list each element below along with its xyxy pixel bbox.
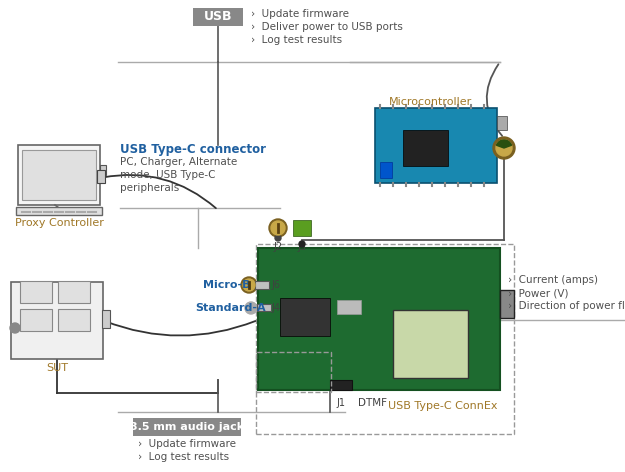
Circle shape <box>299 241 305 247</box>
Text: DTMF: DTMF <box>358 398 387 408</box>
FancyBboxPatch shape <box>58 281 90 303</box>
Text: ›  Current (amps): › Current (amps) <box>508 275 598 285</box>
Circle shape <box>271 221 285 235</box>
FancyBboxPatch shape <box>58 309 90 331</box>
FancyBboxPatch shape <box>20 281 52 303</box>
FancyBboxPatch shape <box>500 290 514 318</box>
FancyBboxPatch shape <box>380 162 392 178</box>
Text: ›  Power (V): › Power (V) <box>508 288 569 298</box>
FancyBboxPatch shape <box>257 304 271 311</box>
Text: SUT: SUT <box>46 363 68 373</box>
Text: ›  Direction of power flow: › Direction of power flow <box>508 301 625 311</box>
FancyBboxPatch shape <box>330 380 352 390</box>
FancyBboxPatch shape <box>497 116 507 130</box>
FancyBboxPatch shape <box>375 108 497 183</box>
FancyBboxPatch shape <box>11 282 103 359</box>
Text: USB Type-C connector: USB Type-C connector <box>120 143 266 156</box>
Text: Microcontroller: Microcontroller <box>389 97 472 107</box>
Text: J6: J6 <box>271 280 280 290</box>
FancyBboxPatch shape <box>16 207 102 215</box>
FancyBboxPatch shape <box>102 310 110 328</box>
Circle shape <box>10 323 20 333</box>
FancyBboxPatch shape <box>255 281 269 289</box>
Text: PC, Charger, Alternate
mode, USB Type-C
peripherals: PC, Charger, Alternate mode, USB Type-C … <box>120 157 238 194</box>
FancyBboxPatch shape <box>293 220 311 236</box>
Text: USB: USB <box>204 10 232 24</box>
Text: ›  Deliver power to USB ports: › Deliver power to USB ports <box>251 22 403 32</box>
FancyBboxPatch shape <box>97 170 105 183</box>
FancyBboxPatch shape <box>18 145 100 205</box>
Circle shape <box>243 279 255 291</box>
Wedge shape <box>496 140 511 148</box>
FancyBboxPatch shape <box>20 309 52 331</box>
Circle shape <box>496 140 512 156</box>
FancyBboxPatch shape <box>133 418 241 436</box>
Text: J4: J4 <box>271 303 280 313</box>
Text: USB Type-C ConnEx: USB Type-C ConnEx <box>389 401 498 411</box>
FancyBboxPatch shape <box>393 310 468 378</box>
Text: ›  Update firmware: › Update firmware <box>138 439 236 449</box>
Circle shape <box>493 137 515 159</box>
FancyBboxPatch shape <box>193 8 243 26</box>
Text: ›  Log test results: › Log test results <box>138 452 229 462</box>
Text: J1: J1 <box>336 398 346 408</box>
Text: ›  Update firmware: › Update firmware <box>251 9 349 19</box>
Circle shape <box>245 302 257 314</box>
FancyBboxPatch shape <box>22 150 96 200</box>
Text: J3: J3 <box>298 242 306 252</box>
Text: J2: J2 <box>274 242 282 252</box>
FancyBboxPatch shape <box>403 130 448 166</box>
Text: ›  Log test results: › Log test results <box>251 35 342 45</box>
FancyBboxPatch shape <box>258 248 500 390</box>
FancyBboxPatch shape <box>100 165 106 175</box>
Text: 3.5 mm audio jack: 3.5 mm audio jack <box>130 422 244 432</box>
FancyBboxPatch shape <box>337 300 361 314</box>
Circle shape <box>241 277 257 293</box>
Text: Standard-A: Standard-A <box>195 303 266 313</box>
Circle shape <box>269 219 287 237</box>
Text: Micro-B: Micro-B <box>203 280 251 290</box>
FancyBboxPatch shape <box>280 298 330 336</box>
Text: Proxy Controller: Proxy Controller <box>14 218 104 228</box>
Circle shape <box>275 235 281 241</box>
